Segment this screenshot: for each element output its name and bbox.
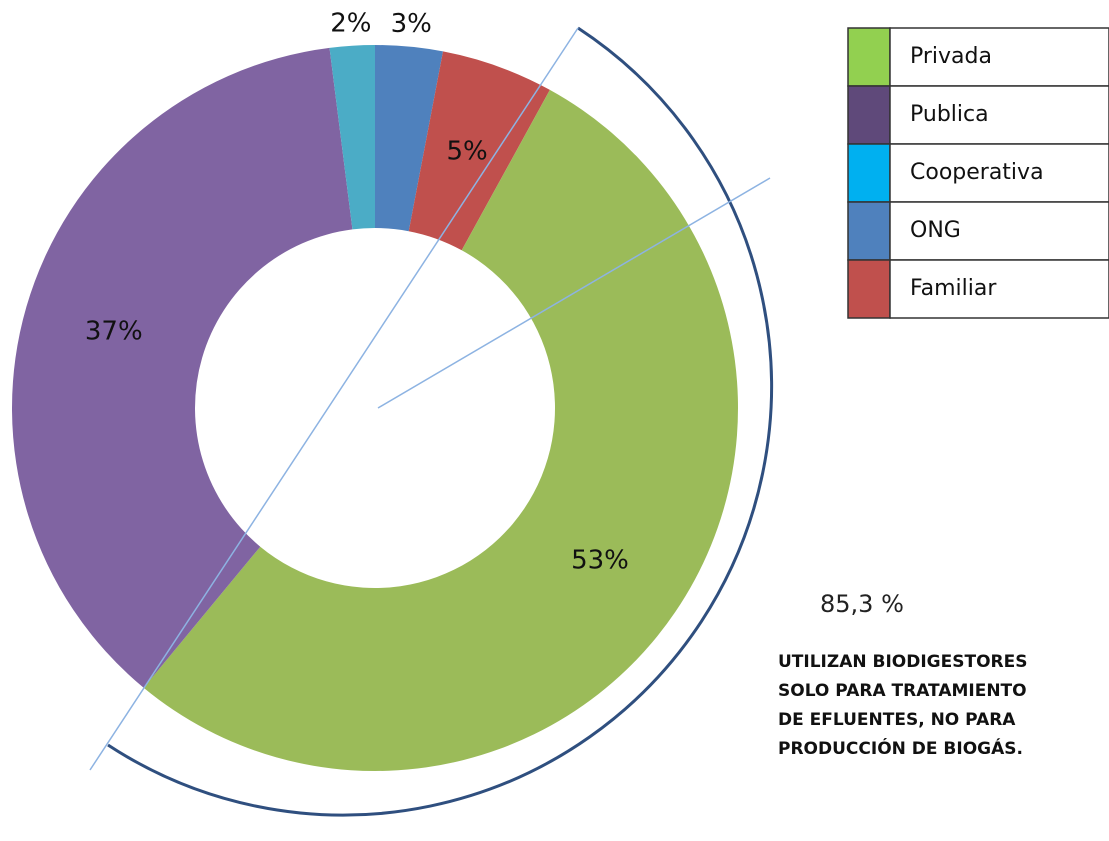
annotation-line: PRODUCCIÓN DE BIOGÁS.	[778, 737, 1023, 759]
slice	[408, 51, 550, 251]
legend-swatch	[847, 143, 891, 203]
legend-label: Cooperativa	[910, 160, 1044, 185]
donut	[12, 45, 739, 771]
data-label: 3%	[391, 9, 432, 39]
annotation-line: DE EFLUENTES, NO PARA	[778, 710, 1016, 730]
legend-cell	[889, 259, 1109, 319]
slice	[12, 47, 353, 688]
guide-line	[89, 27, 579, 771]
guide-line	[377, 177, 771, 409]
legend-cell	[889, 27, 1109, 87]
data-label: 5%	[447, 137, 488, 167]
legend-label: Privada	[910, 44, 992, 69]
legend: Privada Publica Cooperativa ONG Familiar	[847, 27, 1109, 319]
data-label: 2%	[330, 8, 371, 38]
legend-swatch	[847, 27, 891, 87]
legend-cell	[889, 143, 1109, 203]
legend-label: Publica	[910, 102, 989, 127]
slice	[329, 45, 375, 230]
annotation-value: 85,3 %	[820, 590, 904, 618]
slice	[143, 89, 739, 771]
legend-cell	[889, 201, 1109, 261]
slice	[375, 45, 444, 232]
annotation-line: SOLO PARA TRATAMIENTO	[778, 681, 1027, 701]
legend-label: Familiar	[910, 276, 997, 301]
data-label: 37%	[85, 317, 143, 347]
legend-label: ONG	[910, 218, 961, 243]
annotation-text: UTILIZAN BIODIGESTORES SOLO PARA TRATAMIE…	[778, 652, 1028, 759]
annotation-line: UTILIZAN BIODIGESTORES	[778, 652, 1028, 672]
data-label: 53%	[571, 545, 629, 575]
legend-swatch	[847, 259, 891, 319]
legend-swatch	[847, 201, 891, 261]
legend-swatch	[847, 85, 891, 145]
bracket-arc	[107, 26, 774, 817]
legend-cell	[889, 85, 1109, 145]
labels: 3% 5% 53% 37% 2%	[85, 8, 629, 575]
